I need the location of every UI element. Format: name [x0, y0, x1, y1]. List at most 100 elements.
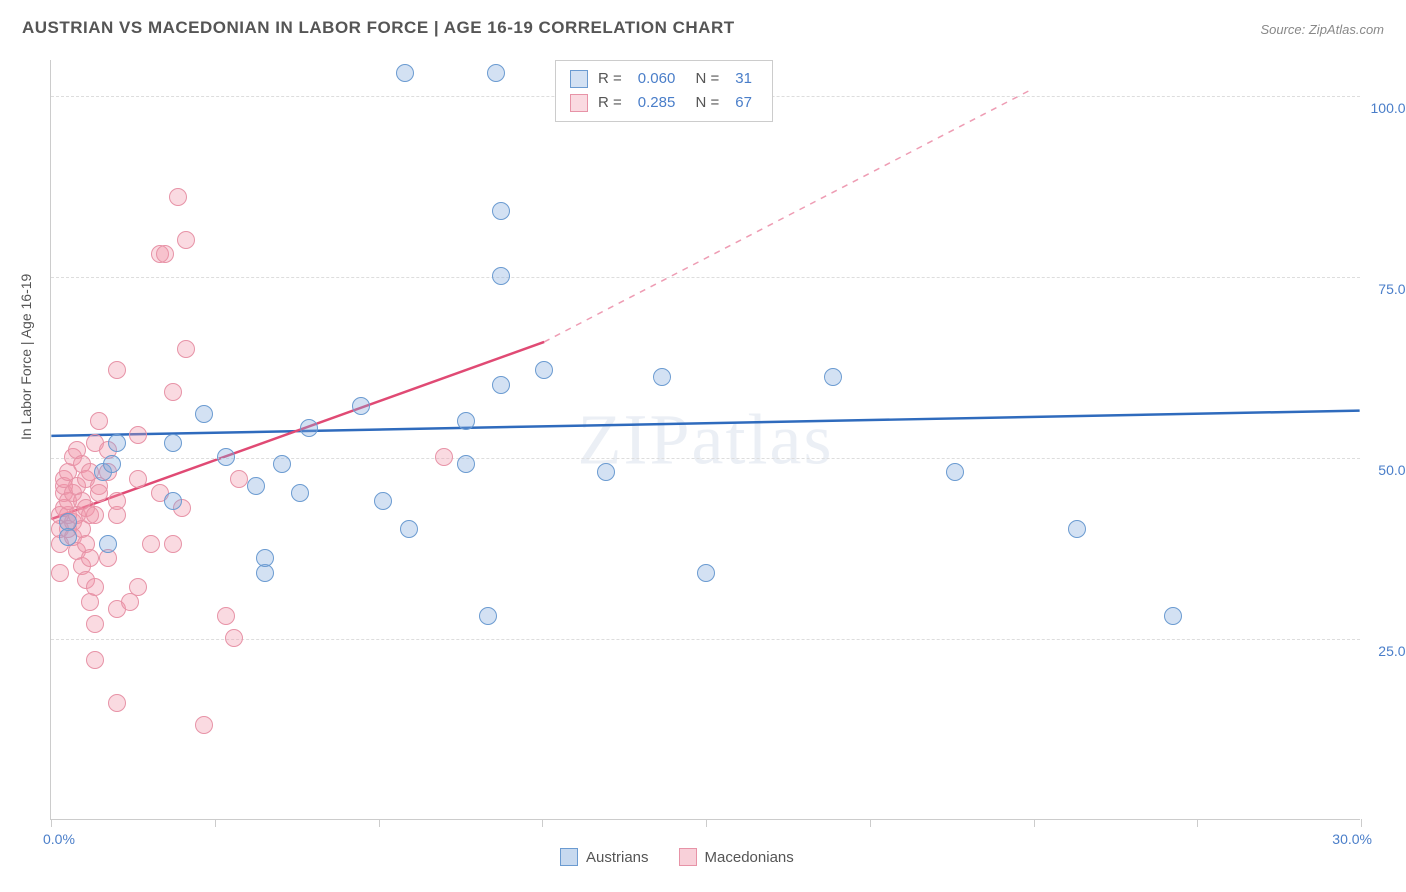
x-tick — [1197, 819, 1198, 827]
swatch-austrians — [560, 848, 578, 866]
r-label: R = — [598, 67, 622, 91]
data-point — [492, 202, 510, 220]
data-point — [225, 629, 243, 647]
n-label: N = — [691, 91, 719, 115]
r-label: R = — [598, 91, 622, 115]
source-label: Source: ZipAtlas.com — [1260, 22, 1384, 37]
data-point — [108, 434, 126, 452]
data-point — [352, 397, 370, 415]
y-tick-label: 50.0% — [1378, 462, 1406, 478]
trend-lines — [51, 60, 1360, 819]
y-axis-label: In Labor Force | Age 16-19 — [18, 274, 34, 440]
legend-item-austrians: Austrians — [560, 848, 649, 866]
data-point — [86, 651, 104, 669]
chart-container: AUSTRIAN VS MACEDONIAN IN LABOR FORCE | … — [0, 0, 1406, 892]
data-point — [81, 549, 99, 567]
swatch-austrians — [570, 70, 588, 88]
x-tick — [379, 819, 380, 827]
data-point — [400, 520, 418, 538]
r-value-macedonians: 0.285 — [638, 91, 676, 115]
data-point — [653, 368, 671, 386]
legend-item-macedonians: Macedonians — [679, 848, 794, 866]
data-point — [103, 455, 121, 473]
legend-label-austrians: Austrians — [586, 849, 649, 866]
x-tick-label-left: 0.0% — [43, 831, 75, 847]
data-point — [1068, 520, 1086, 538]
data-point — [99, 535, 117, 553]
legend-stats-row-macedonians: R = 0.285 N = 67 — [570, 91, 758, 115]
data-point — [51, 564, 69, 582]
x-tick-label-right: 30.0% — [1332, 831, 1372, 847]
x-tick — [542, 819, 543, 827]
watermark: ZIPatlas — [578, 398, 834, 481]
legend-stats: R = 0.060 N = 31 R = 0.285 N = 67 — [555, 60, 773, 122]
n-value-macedonians: 67 — [735, 91, 752, 115]
data-point — [108, 694, 126, 712]
data-point — [177, 231, 195, 249]
data-point — [247, 477, 265, 495]
x-tick — [870, 819, 871, 827]
data-point — [86, 506, 104, 524]
swatch-macedonians — [570, 94, 588, 112]
data-point — [169, 188, 187, 206]
n-label: N = — [691, 67, 719, 91]
data-point — [129, 470, 147, 488]
data-point — [217, 448, 235, 466]
legend-series: Austrians Macedonians — [560, 848, 794, 866]
data-point — [177, 340, 195, 358]
data-point — [90, 412, 108, 430]
data-point — [492, 267, 510, 285]
data-point — [108, 361, 126, 379]
data-point — [535, 361, 553, 379]
legend-label-macedonians: Macedonians — [705, 849, 794, 866]
y-tick-label: 25.0% — [1378, 643, 1406, 659]
gridline — [51, 639, 1360, 640]
data-point — [164, 434, 182, 452]
x-tick — [1361, 819, 1362, 827]
data-point — [164, 535, 182, 553]
data-point — [86, 578, 104, 596]
data-point — [946, 463, 964, 481]
gridline — [51, 458, 1360, 459]
data-point — [479, 607, 497, 625]
x-tick — [706, 819, 707, 827]
x-tick — [215, 819, 216, 827]
data-point — [300, 419, 318, 437]
data-point — [129, 578, 147, 596]
data-point — [164, 492, 182, 510]
gridline — [51, 277, 1360, 278]
x-tick — [1034, 819, 1035, 827]
data-point — [697, 564, 715, 582]
data-point — [195, 405, 213, 423]
data-point — [597, 463, 615, 481]
data-point — [86, 615, 104, 633]
data-point — [90, 484, 108, 502]
data-point — [457, 455, 475, 473]
data-point — [396, 64, 414, 82]
data-point — [108, 492, 126, 510]
y-tick-label: 100.0% — [1371, 100, 1406, 116]
data-point — [1164, 607, 1182, 625]
plot-area: ZIPatlas 25.0%50.0%75.0%100.0%0.0%30.0% — [50, 60, 1360, 820]
data-point — [59, 528, 77, 546]
chart-title: AUSTRIAN VS MACEDONIAN IN LABOR FORCE | … — [22, 18, 735, 38]
data-point — [273, 455, 291, 473]
x-tick — [51, 819, 52, 827]
data-point — [230, 470, 248, 488]
data-point — [291, 484, 309, 502]
legend-stats-row-austrians: R = 0.060 N = 31 — [570, 67, 758, 91]
data-point — [374, 492, 392, 510]
data-point — [129, 426, 147, 444]
data-point — [195, 716, 213, 734]
data-point — [457, 412, 475, 430]
data-point — [487, 64, 505, 82]
r-value-austrians: 0.060 — [638, 67, 676, 91]
data-point — [824, 368, 842, 386]
data-point — [217, 607, 235, 625]
data-point — [256, 549, 274, 567]
data-point — [156, 245, 174, 263]
data-point — [492, 376, 510, 394]
data-point — [435, 448, 453, 466]
n-value-austrians: 31 — [735, 67, 752, 91]
data-point — [164, 383, 182, 401]
